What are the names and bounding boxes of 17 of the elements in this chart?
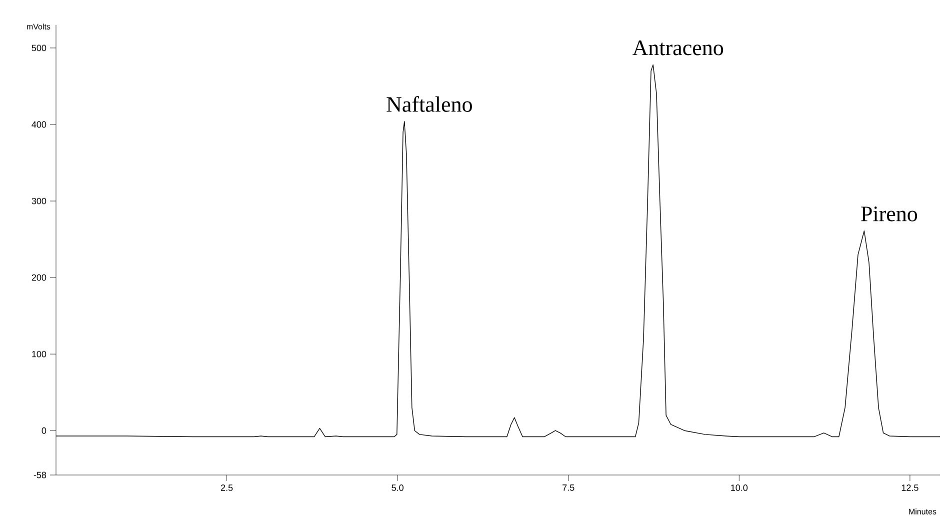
- annotation: Antraceno: [632, 40, 724, 56]
- x-axis-title: Minutes: [909, 508, 936, 514]
- y-tick-label: 100: [32, 350, 46, 358]
- y-axis-title: mVolts: [26, 24, 50, 30]
- y-tick-label: 300: [32, 198, 46, 204]
- annotation: Naftaleno: [386, 96, 472, 112]
- x-tick-label: 10.0: [731, 484, 748, 491]
- y-tick-label: 500: [32, 44, 46, 52]
- y-tick-label: -58: [34, 472, 46, 478]
- x-tick-label: 2.5: [220, 484, 233, 491]
- x-tick-label: 12.5: [902, 484, 918, 491]
- y-tick-label: 200: [32, 274, 46, 281]
- x-tick-label: 5.0: [392, 484, 404, 491]
- annotation: Pireno: [861, 206, 918, 222]
- x-tick-label: 7.5: [562, 484, 574, 491]
- y-tick-label: 400: [32, 121, 46, 128]
- y-tick-label: 0: [42, 427, 46, 434]
